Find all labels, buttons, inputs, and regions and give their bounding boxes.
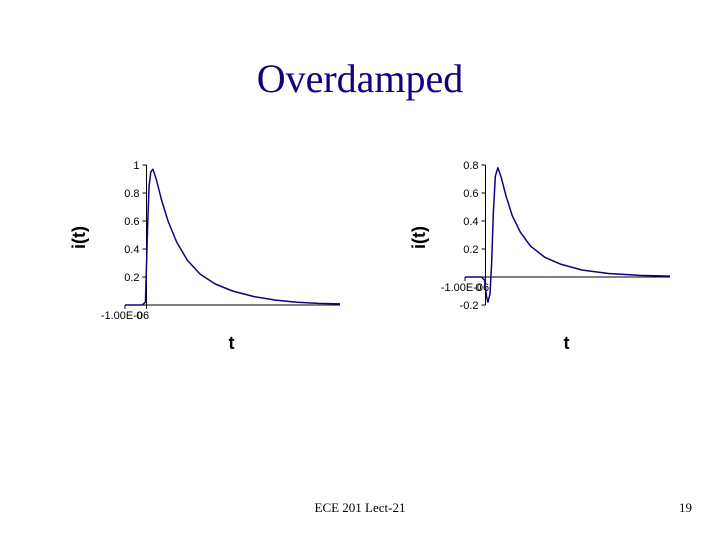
chart-left-xlabel: t — [229, 333, 235, 354]
chart-right-svg: -0.2 0.2 0.4 0.6 0.8 -1.00E-060 — [405, 155, 675, 325]
svg-text:0.4: 0.4 — [463, 216, 478, 228]
chart-right: i(t) -0.20.20.40.60.8-1.00E-060 t — [405, 155, 675, 325]
footer-page-number: 19 — [679, 500, 692, 516]
chart-right-xlabel: t — [564, 333, 570, 354]
chart-left: i(t) 0.20.40.60.81-1.00E-060 t — [65, 155, 345, 325]
slide-title: Overdamped — [0, 55, 720, 102]
footer-center: ECE 201 Lect-21 — [0, 500, 720, 516]
svg-text:0.8: 0.8 — [124, 188, 139, 200]
svg-text:0: 0 — [136, 310, 142, 322]
chart-left-svg: 0.20.40.60.81-1.00E-060 — [65, 155, 345, 325]
svg-text:1: 1 — [133, 160, 139, 172]
svg-text:0.2: 0.2 — [124, 272, 139, 284]
svg-text:0.2: 0.2 — [463, 244, 478, 256]
svg-text:0: 0 — [475, 282, 481, 294]
svg-text:-1.00E-06: -1.00E-06 — [441, 282, 489, 294]
svg-text:0.4: 0.4 — [124, 244, 139, 256]
slide: Overdamped i(t) 0.20.40.60.81-1.00E-060 … — [0, 0, 720, 540]
svg-text:-0.2: -0.2 — [460, 300, 479, 312]
svg-text:0.8: 0.8 — [463, 160, 478, 172]
svg-text:0.6: 0.6 — [463, 188, 478, 200]
svg-text:0.6: 0.6 — [124, 216, 139, 228]
